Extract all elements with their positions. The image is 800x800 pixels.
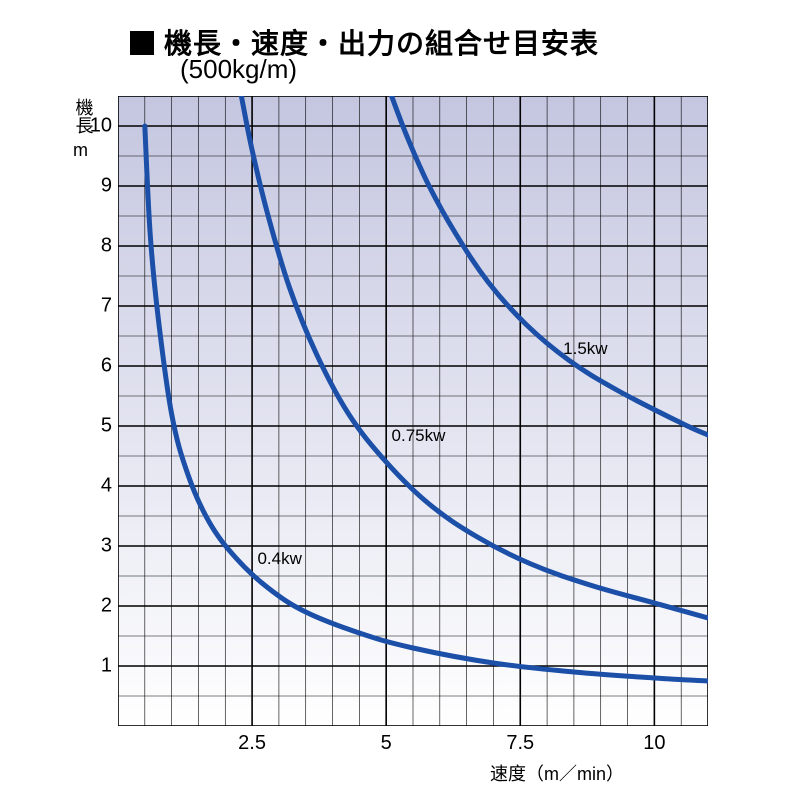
y-tick-10: 10 <box>72 115 112 138</box>
y-tick-5: 5 <box>72 415 112 438</box>
y-tick-7: 7 <box>72 295 112 318</box>
curve-label-1.5kw: 1.5kw <box>563 339 607 359</box>
title-bullet-icon <box>130 31 154 55</box>
x-tick-5: 5 <box>381 732 392 755</box>
x-axis-label: 速度（m／min） <box>490 760 624 786</box>
y-axis-unit: m <box>73 140 88 161</box>
y-tick-9: 9 <box>72 175 112 198</box>
chart-svg <box>118 96 708 726</box>
y-tick-3: 3 <box>72 535 112 558</box>
x-tick-10: 10 <box>643 732 665 755</box>
chart-area <box>118 96 708 726</box>
curve-label-0.75kw: 0.75kw <box>392 426 446 446</box>
curve-label-0.4kw: 0.4kw <box>257 549 301 569</box>
y-tick-1: 1 <box>72 655 112 678</box>
x-tick-2.5: 2.5 <box>238 732 266 755</box>
x-tick-7.5: 7.5 <box>506 732 534 755</box>
y-tick-4: 4 <box>72 475 112 498</box>
y-tick-6: 6 <box>72 355 112 378</box>
y-tick-8: 8 <box>72 235 112 258</box>
chart-subtitle: (500kg/m) <box>180 54 297 85</box>
y-tick-2: 2 <box>72 595 112 618</box>
